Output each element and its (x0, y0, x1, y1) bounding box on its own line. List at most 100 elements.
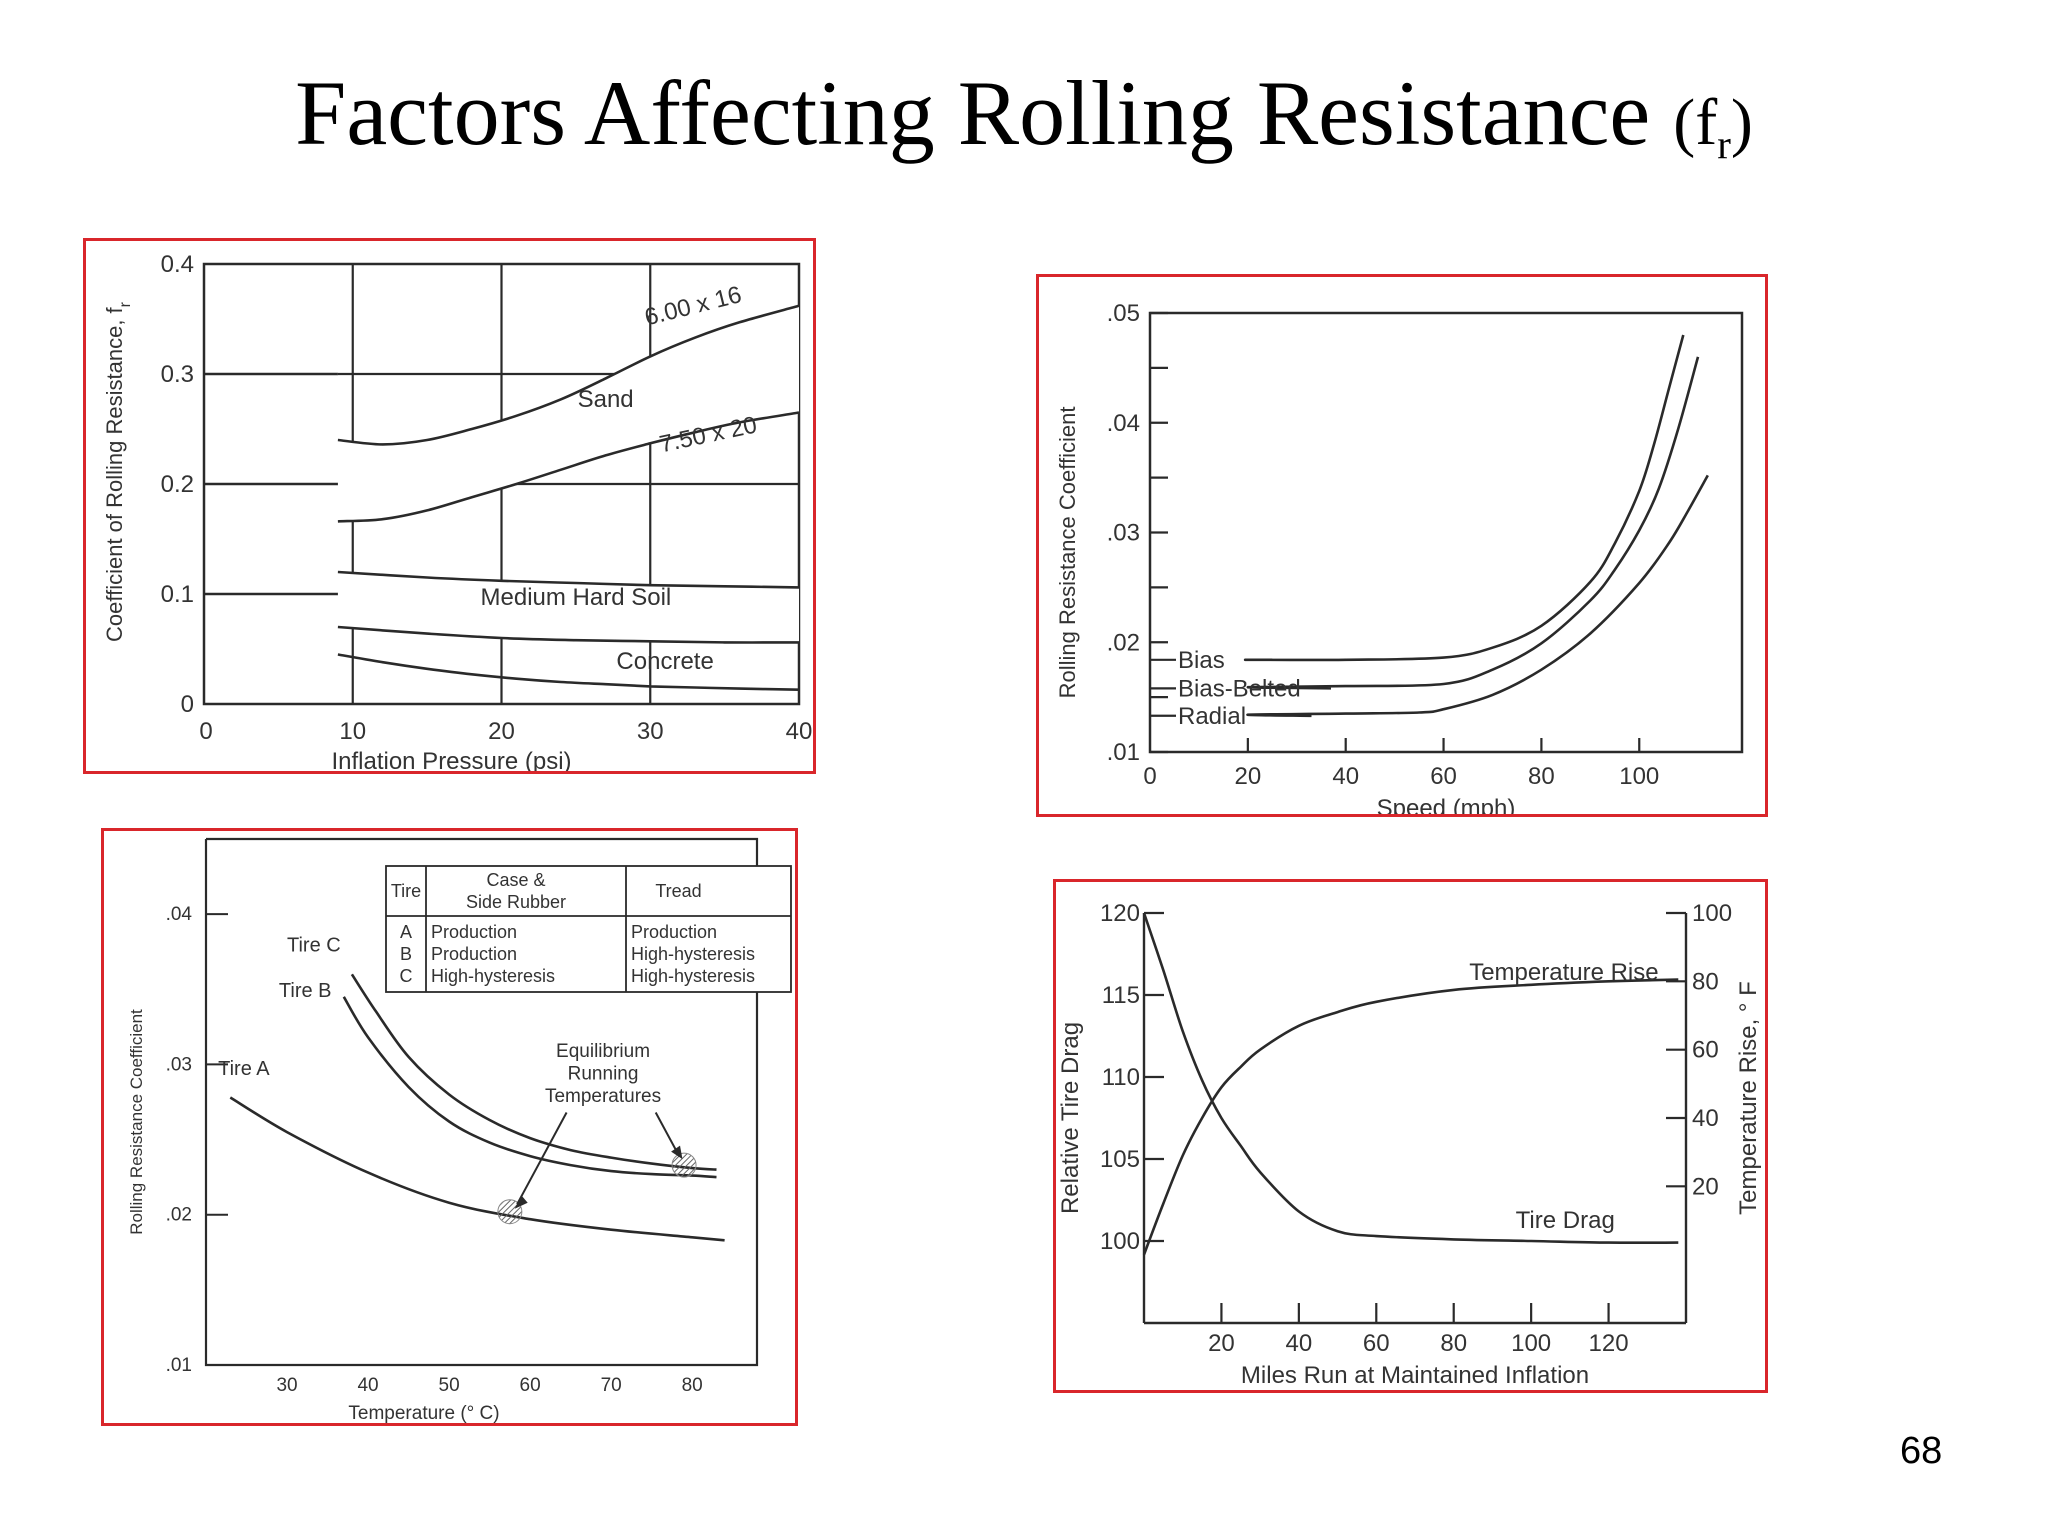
plot-frame (204, 837, 759, 1367)
x-tick-label: 0 (1143, 763, 1156, 790)
x-axis-label: Speed (mph) (1377, 795, 1516, 814)
table-cell-tire: A (400, 922, 412, 942)
x-tick-label: 100 (1619, 763, 1659, 790)
table-header-tire: Tire (391, 881, 421, 901)
series-label-tire-b: Tire B (279, 980, 332, 1002)
annotation-equilibrium: Equilibrium (556, 1041, 650, 1062)
y-tick-label: 120 (1100, 900, 1140, 927)
curve-tire-b (342, 996, 717, 1179)
table-cell-tread: Production (631, 922, 717, 942)
x-tick-label: 30 (276, 1375, 297, 1396)
y-tick-label: .01 (1107, 739, 1140, 766)
slide-title-text: Factors Affecting Rolling Resistance (295, 62, 1651, 164)
table-header-case-line1: Case & (486, 870, 545, 890)
annotation-equilibrium: Running (568, 1063, 639, 1084)
curve-tire-drag (1142, 912, 1679, 1245)
series-label-bias-belted: Bias-Belted (1178, 675, 1301, 702)
curve-tire-a (229, 1096, 725, 1242)
curve-radial (1246, 474, 1709, 718)
x-tick-label: 30 (637, 718, 664, 745)
x-tick-label: 50 (439, 1375, 460, 1396)
slide-title: Factors Affecting Rolling Resistance (fr… (0, 60, 2048, 168)
table-cell-case: Production (431, 922, 517, 942)
chart-panel-miles-run: 100 105 110 115 120 20 40 60 80 100 20 40 60 80 100 120… (1053, 879, 1768, 1393)
y-right-tick-label: 100 (1692, 900, 1732, 927)
y-tick-label: 115 (1102, 982, 1140, 1009)
y-tick-label: 105 (1100, 1146, 1140, 1173)
x-tick-label: 40 (786, 718, 813, 745)
y-axis-label: Rolling Resistance Coefficient (1055, 407, 1080, 699)
y-tick-label: 100 (1100, 1228, 1140, 1255)
series-label-radial: Radial (1178, 703, 1246, 730)
y-tick-label: .02 (1107, 629, 1140, 656)
x-tick-label: 40 (1332, 763, 1359, 790)
series-label-temperature-rise: Temperature Rise (1469, 959, 1658, 986)
chart-panel-inflation-pressure: 0 10 20 30 40 0 0.1 0.2 0.3 0.4 Inflation Pressure… (83, 238, 816, 774)
x-tick-label: 40 (357, 1375, 378, 1396)
series-label-tire-a: Tire A (218, 1058, 270, 1080)
x-tick-label: 60 (1363, 1330, 1390, 1357)
y-tick-label: 110 (1102, 1064, 1140, 1091)
chart-speed: 0 20 40 60 80 100 .01 .02 .03 .04 .05 Speed (mph) Ro… (1055, 300, 1744, 814)
y-tick-label: 0.1 (161, 581, 194, 608)
y-right-axis-label: Temperature Rise, ° F (1735, 981, 1762, 1215)
x-tick-label: 60 (1430, 763, 1457, 790)
y-right-tick-label: 20 (1692, 1173, 1719, 1200)
series-label-tire-drag: Tire Drag (1516, 1207, 1615, 1234)
x-tick-label: 60 (520, 1375, 541, 1396)
y-axis-label: Relative Tire Drag (1057, 1022, 1084, 1214)
y-right-tick-label: 80 (1692, 968, 1719, 995)
x-tick-label: 80 (682, 1375, 703, 1396)
y-tick-label: 0.3 (161, 361, 194, 388)
x-tick-label: 0 (199, 718, 212, 745)
y-right-tick-label: 60 (1692, 1037, 1719, 1064)
x-tick-label: 20 (1208, 1330, 1235, 1357)
curve-soil-upper (337, 570, 800, 589)
x-tick-label: 120 (1589, 1330, 1629, 1357)
table-cell-case: High-hysteresis (431, 966, 555, 986)
annotation-sand: Sand (578, 386, 634, 413)
annotation-concrete: Concrete (616, 648, 713, 675)
x-tick-label: 20 (1234, 763, 1261, 790)
table-cell-tread: High-hysteresis (631, 944, 755, 964)
page-number: 68 (1900, 1430, 1943, 1472)
series-label-bias: Bias (1178, 647, 1225, 674)
equilibrium-marker (497, 1199, 523, 1225)
equilibrium-marker (671, 1152, 697, 1178)
y-tick-label: 0 (181, 691, 194, 718)
annotation-medium-hard-soil: Medium Hard Soil (481, 584, 672, 611)
table-cell-case: Production (431, 944, 517, 964)
chart-miles-run: 100 105 110 115 120 20 40 60 80 100 20 40 60 80 100 120… (1057, 900, 1762, 1389)
y-tick-label: .03 (1107, 520, 1140, 547)
sand-band-mask (337, 305, 799, 522)
curve-bias (1243, 334, 1685, 662)
curve-concrete (337, 653, 800, 691)
y-tick-label: .05 (1107, 300, 1140, 327)
y-tick-label: .03 (166, 1054, 192, 1075)
x-tick-label: 10 (339, 718, 366, 745)
x-tick-label: 80 (1528, 763, 1555, 790)
chart-panel-speed: 0 20 40 60 80 100 .01 .02 .03 .04 .05 Speed (mph) Ro… (1036, 274, 1768, 817)
y-tick-label: 0.2 (161, 471, 194, 498)
x-tick-label: 70 (601, 1375, 622, 1396)
y-tick-label: .04 (1107, 410, 1140, 437)
table-cell-tread: High-hysteresis (631, 966, 755, 986)
x-tick-label: 40 (1286, 1330, 1313, 1357)
annotation-equilibrium: Temperatures (545, 1086, 661, 1107)
y-tick-label: .04 (166, 904, 193, 925)
x-axis-label: Temperature (° C) (348, 1403, 499, 1423)
table-header-tread: Tread (655, 881, 701, 901)
annotation-arrowhead (671, 1145, 683, 1160)
table-cell-tire: B (400, 944, 412, 964)
x-tick-label: 80 (1440, 1330, 1467, 1357)
x-tick-label: 20 (488, 718, 515, 745)
legend-table (385, 865, 792, 993)
y-axis-label: Coefficient of Rolling Resistance, fr (102, 301, 134, 642)
y-axis-label: Rolling Resistance Coefficient (127, 1009, 146, 1235)
curve-sand-6-00x16 (337, 304, 800, 446)
curve-temperature-rise (1142, 978, 1679, 1256)
title-symbol: (fr) (1673, 86, 1753, 168)
annotation-arrowhead (514, 1195, 528, 1209)
curve-soil-lower (337, 625, 800, 644)
soil-band-mask (337, 572, 799, 643)
